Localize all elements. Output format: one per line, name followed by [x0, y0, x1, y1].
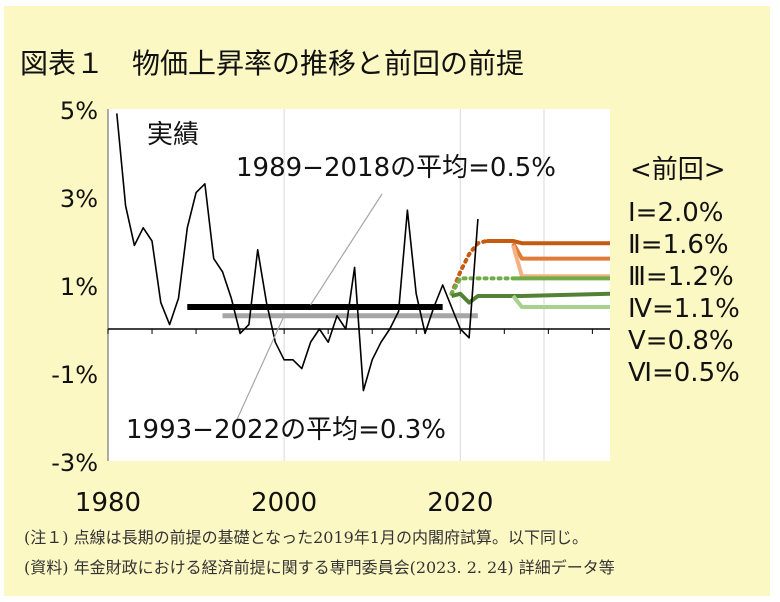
axes — [107, 109, 610, 461]
avg-1989-2018-label: 1989−2018の平均=0.5% — [236, 153, 556, 183]
legend-title: <前回> — [630, 155, 726, 185]
inflation-chart: 5% 3% 1% -1% -3% 1980 2000 2020 実績 1989−2018の平均… — [51, 97, 740, 518]
y-tick-label: 1% — [60, 273, 98, 301]
legend: <前回> Ⅰ=2.0%Ⅱ=1.6%Ⅲ=1.2%Ⅳ=1.1%Ⅴ=0.8%Ⅵ=0.5% — [628, 155, 740, 388]
note-2: (資料) 年金財政における経済前提に関する専門委員会(2023. 2. 24) … — [24, 558, 615, 577]
actual-series — [116, 113, 479, 392]
projection-lines — [449, 239, 611, 309]
legend-entry: Ⅳ=1.1% — [628, 294, 740, 324]
leader-line — [233, 315, 285, 427]
annotations: 実績 1989−2018の平均=0.5% 1993−2022の平均=0.3% — [126, 120, 556, 445]
projection-solid-line — [511, 294, 610, 309]
plot-area — [108, 109, 610, 461]
figure-panel: 図表１ 物価上昇率の推移と前回の前提 5% 3% 1% -1% -3% 1980 2000… — [4, 6, 770, 596]
figure-title: 図表１ 物価上昇率の推移と前回の前提 — [20, 47, 525, 80]
average-lines — [187, 304, 478, 319]
legend-entry: Ⅰ=2.0% — [628, 198, 724, 228]
y-tick-label: 5% — [60, 97, 98, 125]
note-1: (注１) 点線は長期の前提の基礎となった2019年1月の内閣府試算。以下同じ。 — [24, 528, 588, 547]
y-tick-label: -3% — [51, 449, 98, 477]
projection-solid-line — [511, 242, 610, 261]
avg-1993-2022-label: 1993−2022の平均=0.3% — [126, 415, 446, 445]
x-tick-label: 1980 — [75, 488, 141, 518]
legend-entry: Ⅴ=0.8% — [628, 326, 734, 356]
y-tick-label: -1% — [51, 361, 98, 389]
leader-line — [310, 193, 383, 306]
projection-solid-line — [451, 291, 611, 305]
y-tick-labels: 5% 3% 1% -1% -3% — [51, 97, 98, 477]
legend-entry: Ⅲ=1.2% — [628, 262, 734, 292]
actual-label: 実績 — [147, 120, 199, 150]
projection-dotted-line — [449, 239, 489, 296]
projection-dotted-line — [449, 276, 516, 296]
x-tick-label: 2020 — [427, 488, 493, 518]
x-tick-labels: 1980 2000 2020 — [75, 488, 493, 518]
legend-entry: Ⅱ=1.6% — [628, 230, 729, 260]
legend-entry: Ⅵ=0.5% — [628, 358, 740, 388]
actual-series-line — [116, 113, 479, 392]
x-tick-label: 2000 — [251, 488, 317, 518]
projection-solid-line — [486, 239, 610, 246]
y-tick-label: 3% — [60, 185, 98, 213]
projection-solid-line — [511, 244, 610, 279]
